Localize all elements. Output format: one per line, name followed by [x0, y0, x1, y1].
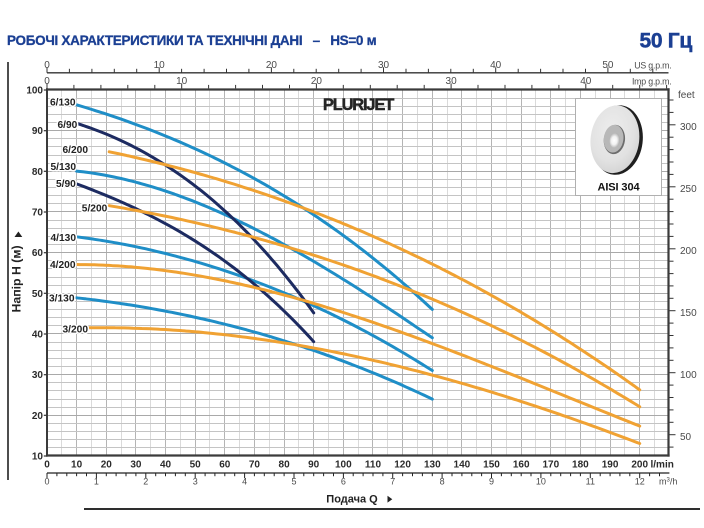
svg-text:Напір H (м): Напір H (м) — [10, 245, 24, 312]
svg-text:feet: feet — [678, 90, 695, 101]
svg-text:50: 50 — [32, 289, 44, 300]
svg-text:Imp g.p.m.: Imp g.p.m. — [632, 76, 672, 86]
svg-text:10: 10 — [536, 477, 546, 487]
svg-text:30: 30 — [130, 460, 142, 471]
svg-text:30: 30 — [32, 370, 44, 381]
svg-text:0: 0 — [44, 76, 50, 87]
svg-text:130: 130 — [424, 460, 441, 471]
svg-text:30: 30 — [446, 76, 458, 87]
svg-text:20: 20 — [266, 60, 278, 71]
svg-text:90: 90 — [308, 460, 320, 471]
svg-text:РОБОЧІ ХАРАКТЕРИСТИКИ ТА ТЕХНІ: РОБОЧІ ХАРАКТЕРИСТИКИ ТА ТЕХНІЧНІ ДАНІ –… — [7, 33, 377, 48]
svg-text:AISI 304: AISI 304 — [597, 182, 640, 194]
svg-text:90: 90 — [32, 126, 44, 137]
svg-text:80: 80 — [279, 460, 291, 471]
svg-text:40: 40 — [160, 460, 172, 471]
svg-text:140: 140 — [454, 460, 471, 471]
svg-text:8: 8 — [440, 477, 445, 487]
svg-text:50 Гц: 50 Гц — [639, 30, 692, 53]
svg-text:150: 150 — [483, 460, 500, 471]
svg-text:70: 70 — [32, 208, 44, 219]
svg-text:150: 150 — [680, 308, 697, 319]
svg-text:100: 100 — [335, 460, 352, 471]
svg-text:40: 40 — [32, 330, 44, 341]
svg-text:40: 40 — [580, 76, 592, 87]
svg-text:6: 6 — [341, 477, 346, 487]
svg-text:0: 0 — [44, 460, 50, 471]
svg-text:PLURIJET: PLURIJET — [323, 96, 394, 114]
svg-text:5/130: 5/130 — [51, 162, 77, 173]
svg-text:10: 10 — [176, 76, 188, 87]
svg-text:190: 190 — [602, 460, 619, 471]
svg-text:180: 180 — [572, 460, 589, 471]
svg-text:10: 10 — [71, 460, 83, 471]
svg-text:US g.p.m.: US g.p.m. — [634, 60, 671, 70]
svg-text:10: 10 — [154, 60, 166, 71]
svg-text:0: 0 — [44, 477, 49, 487]
svg-text:4/200: 4/200 — [50, 260, 76, 271]
svg-text:20: 20 — [311, 76, 323, 87]
svg-text:4: 4 — [242, 477, 247, 487]
svg-text:70: 70 — [249, 460, 261, 471]
svg-text:120: 120 — [394, 460, 411, 471]
svg-text:1: 1 — [94, 477, 99, 487]
svg-text:20: 20 — [101, 460, 113, 471]
svg-text:Подача Q: Подача Q — [326, 494, 378, 506]
svg-text:3/130: 3/130 — [49, 293, 75, 304]
svg-text:50: 50 — [680, 432, 692, 443]
svg-text:110: 110 — [365, 460, 382, 471]
svg-text:100: 100 — [26, 86, 43, 97]
svg-text:160: 160 — [513, 460, 530, 471]
svg-text:m3/h: m3/h — [659, 477, 677, 487]
svg-text:5/90: 5/90 — [56, 179, 76, 190]
svg-text:170: 170 — [542, 460, 559, 471]
svg-text:4/130: 4/130 — [51, 233, 77, 244]
svg-text:6/200: 6/200 — [63, 145, 89, 156]
svg-text:30: 30 — [378, 60, 390, 71]
svg-text:300: 300 — [680, 122, 697, 133]
svg-text:80: 80 — [32, 167, 44, 178]
svg-text:5: 5 — [291, 477, 296, 487]
svg-text:0: 0 — [44, 60, 50, 71]
svg-text:6/90: 6/90 — [58, 120, 78, 131]
svg-text:100: 100 — [680, 370, 697, 381]
svg-text:5/200: 5/200 — [82, 203, 108, 214]
svg-text:60: 60 — [32, 248, 44, 259]
svg-text:7: 7 — [390, 477, 395, 487]
svg-text:200: 200 — [631, 460, 648, 471]
svg-text:11: 11 — [586, 477, 595, 487]
svg-text:2: 2 — [143, 477, 148, 487]
svg-text:250: 250 — [680, 184, 697, 195]
svg-text:50: 50 — [190, 460, 202, 471]
svg-text:l/min: l/min — [651, 460, 674, 471]
svg-text:10: 10 — [32, 452, 44, 463]
svg-text:9: 9 — [489, 477, 494, 487]
svg-text:6/130: 6/130 — [50, 98, 76, 109]
svg-text:20: 20 — [32, 411, 44, 422]
svg-text:60: 60 — [219, 460, 231, 471]
svg-text:40: 40 — [490, 60, 502, 71]
svg-text:3: 3 — [193, 477, 198, 487]
svg-text:50: 50 — [602, 60, 614, 71]
svg-text:12: 12 — [635, 477, 645, 487]
svg-text:200: 200 — [680, 246, 697, 257]
svg-text:3/200: 3/200 — [63, 324, 89, 335]
